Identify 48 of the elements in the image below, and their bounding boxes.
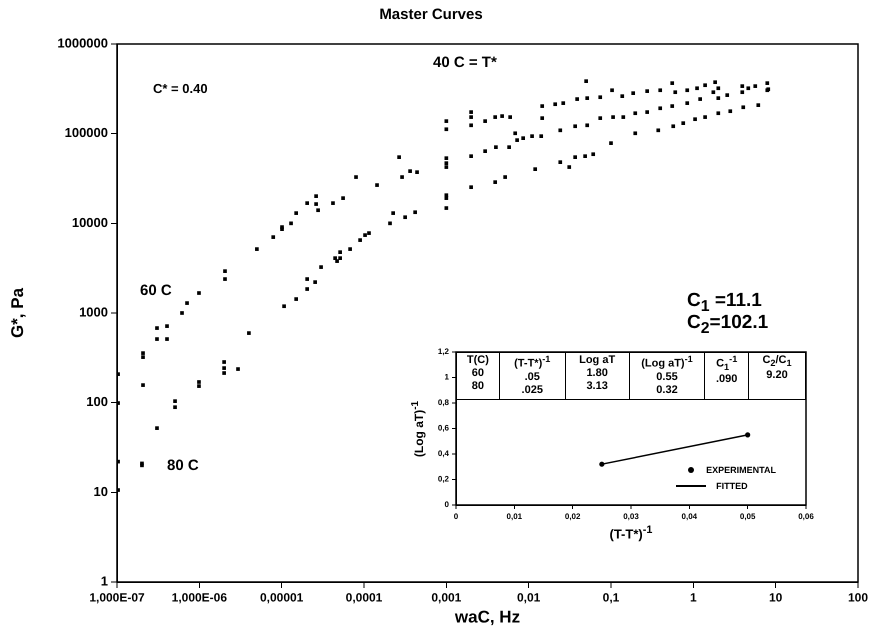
x-tick-label: 0,03 <box>623 512 640 522</box>
annotation: 80 C <box>167 456 199 474</box>
x-tick-label: 0,02 <box>564 512 581 522</box>
y-tick-label: 10000 <box>72 214 108 230</box>
y-tick-label: 0 <box>444 500 450 510</box>
x-tick-label: 0,0001 <box>346 590 383 605</box>
x-tick-label: 0,1 <box>602 590 620 605</box>
y-tick-label: 0,4 <box>438 449 450 458</box>
y-tick-label: 100000 <box>64 125 108 140</box>
x-tick-label: 0,01 <box>506 512 523 522</box>
y-tick-label: 10 <box>94 484 108 499</box>
annotation: 40 C = T* <box>433 54 497 70</box>
annotation: (Log aT)$^{-1}$ 0.55 0.32 <box>629 352 705 400</box>
chart-title: Master Curves <box>379 6 483 24</box>
x-tick-label: 0 <box>454 512 459 522</box>
annotation: (T-T*)$^{-1}$ .05 .025 <box>499 352 566 400</box>
y-tick-label: 100 <box>86 394 108 410</box>
x-tick-label: 0,06 <box>798 512 814 522</box>
annotation: C* = 0.40 <box>153 80 208 96</box>
x-axis-title: (T-T*)$^{-1}$ <box>610 524 652 542</box>
x-tick-label: 1,000E-07 <box>89 590 146 605</box>
x-tick-label: 0,05 <box>740 512 756 522</box>
legend-label: EXPERIMENTAL <box>706 465 776 475</box>
x-tick-label: 0,00001 <box>260 590 304 605</box>
legend-label: FITTED <box>716 481 748 491</box>
y-tick-label: 1000 <box>79 304 108 320</box>
y-tick-label: 0,8 <box>438 398 450 408</box>
x-tick-label: 1 <box>690 590 697 605</box>
y-tick-label: 0,2 <box>438 474 450 484</box>
x-tick-label: 0,04 <box>682 512 698 522</box>
x-axis-title: waC, Hz <box>454 607 520 626</box>
annotation: C$_{2}$/C$_{1}$ 9.20 <box>748 352 806 400</box>
annotation: C$_{2}$=102.1 <box>687 312 768 337</box>
annotation: C$_{1}$ =11.1 <box>687 290 762 315</box>
x-tick-label: 1,000E-06 <box>172 590 228 605</box>
y-tick-label: 1000000 <box>57 36 108 51</box>
x-tick-label: 100 <box>848 590 868 605</box>
x-tick-label: 0,001 <box>431 590 462 605</box>
y-tick-label: 1,2 <box>438 347 450 356</box>
annotation: 60 C <box>140 282 172 298</box>
y-axis-title: G*, Pa <box>8 287 27 338</box>
y-tick-label: 0,6 <box>438 424 450 433</box>
x-tick-label: 0,01 <box>516 590 541 605</box>
x-tick-label: 10 <box>768 590 783 605</box>
annotation: T(C) 60 80 <box>456 352 500 400</box>
annotation: Log aT 1.80 3.13 <box>565 352 630 400</box>
y-tick-label: 1 <box>100 574 108 589</box>
y-tick-label: 1 <box>444 372 450 382</box>
